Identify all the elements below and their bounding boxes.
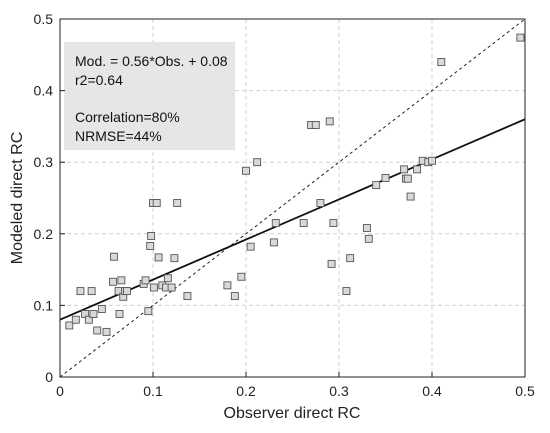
data-point (109, 252, 118, 261)
data-point (89, 310, 98, 318)
correlation: Correlation=80% (75, 109, 180, 125)
data-point (144, 307, 153, 316)
data-point (516, 33, 525, 42)
data-point (362, 224, 371, 233)
y-tick-label: 0.1 (34, 297, 54, 313)
data-point (230, 292, 239, 301)
y-tick-label: 0 (45, 369, 53, 385)
x-axis-label: Observer direct RC (224, 405, 361, 422)
data-point (316, 199, 325, 207)
data-point (97, 305, 106, 313)
data-point (173, 199, 182, 207)
data-point (325, 117, 334, 126)
data-point (403, 174, 412, 183)
data-point (242, 166, 250, 175)
plot-frame (59, 18, 526, 378)
annotation-box: Mod. = 0.56*Obs. + 0.08 r2=0.64 Correlat… (64, 42, 235, 150)
data-point (167, 283, 176, 292)
reference-lines (59, 18, 526, 378)
x-tick-label: 0.5 (515, 383, 535, 399)
x-tick-labels: 0 0.1 0.2 0.3 0.4 0.5 (56, 372, 535, 399)
data-point (329, 219, 338, 228)
data-point (84, 315, 93, 324)
data-point (437, 58, 446, 66)
data-point (93, 326, 102, 335)
data-point (149, 283, 158, 292)
data-point (253, 158, 262, 167)
data-points (65, 33, 525, 336)
data-point (76, 287, 85, 296)
data-point (71, 315, 80, 324)
x-tick-label: 0.3 (329, 383, 349, 399)
r-squared: r2=0.64 (75, 72, 123, 88)
x-tick-label: 0.1 (143, 383, 163, 399)
data-point (152, 199, 161, 207)
data-point (163, 274, 172, 283)
data-point (342, 287, 351, 296)
y-tick-label: 0.4 (34, 83, 54, 99)
data-point (299, 219, 308, 228)
data-point (223, 281, 232, 290)
y-tick-label: 0.2 (34, 226, 54, 242)
data-point (102, 327, 111, 336)
data-point (400, 165, 409, 174)
data-point (183, 292, 192, 301)
data-point (372, 181, 381, 190)
identity-line (59, 18, 526, 378)
fit-line (59, 118, 526, 321)
data-point (406, 192, 415, 201)
data-point (170, 254, 179, 263)
data-point (115, 310, 124, 318)
data-point (141, 276, 150, 285)
plot-border (59, 18, 526, 378)
data-point (246, 242, 255, 251)
x-tick-label: 0.2 (236, 383, 256, 399)
data-point (269, 238, 278, 247)
data-point (147, 231, 156, 240)
nrmse: NRMSE=44% (75, 128, 162, 144)
data-point (413, 165, 422, 174)
data-point (346, 254, 355, 263)
fit-equation: Mod. = 0.56*Obs. + 0.08 (75, 53, 228, 69)
x-tick-label: 0.4 (422, 383, 442, 399)
data-point (154, 253, 163, 262)
y-axis-label: Modeled direct RC (9, 132, 26, 265)
data-point (271, 219, 280, 228)
x-tick-label: 0 (56, 383, 64, 399)
y-tick-labels: 0 0.1 0.2 0.3 0.4 0.5 (34, 11, 65, 385)
data-point (146, 242, 155, 250)
data-point (109, 277, 117, 286)
y-tick-label: 0.3 (34, 154, 54, 170)
data-point (237, 272, 246, 281)
y-tick-label: 0.5 (34, 11, 54, 27)
data-point (65, 321, 74, 330)
data-point (381, 174, 390, 182)
data-point (311, 121, 320, 129)
data-point (327, 259, 336, 268)
data-point (428, 156, 436, 165)
data-point (117, 276, 126, 285)
data-point (123, 287, 131, 296)
data-point (87, 287, 96, 296)
annotation-background (64, 42, 235, 150)
data-point (364, 234, 373, 243)
